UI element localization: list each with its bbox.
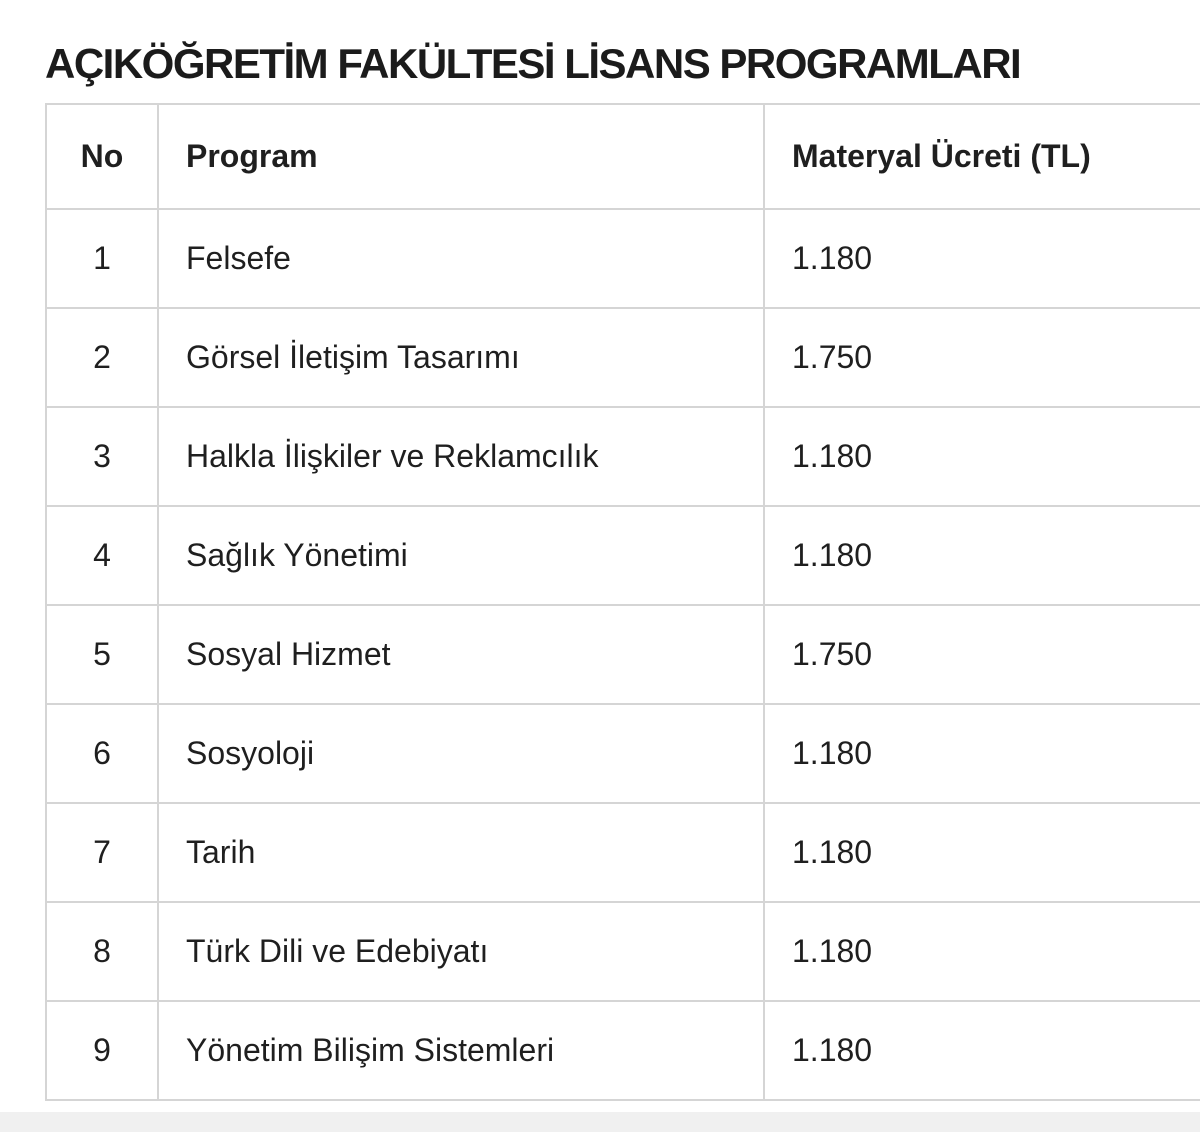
cell-material-fee: 1.750 (763, 604, 1200, 705)
cell-row-number: 3 (45, 406, 159, 507)
cell-row-number: 7 (45, 802, 159, 903)
cell-row-number: 8 (45, 901, 159, 1002)
column-header-material-fee: Materyal Ücreti (TL) (763, 103, 1200, 210)
cell-row-number: 6 (45, 703, 159, 804)
cell-material-fee: 1.180 (763, 406, 1200, 507)
cell-row-number: 9 (45, 1000, 159, 1101)
cell-program-name: Görsel İletişim Tasarımı (157, 307, 765, 408)
page-title: AÇIKÖĞRETİM FAKÜLTESİ LİSANS PROGRAMLARI (45, 40, 1022, 88)
table-header-row: No Program Materyal Ücreti (TL) (45, 103, 1200, 210)
column-header-no: No (45, 103, 159, 210)
cell-material-fee: 1.180 (763, 901, 1200, 1002)
cell-row-number: 1 (45, 208, 159, 309)
cell-row-number: 2 (45, 307, 159, 408)
cell-program-name: Tarih (157, 802, 765, 903)
cell-program-name: Yönetim Bilişim Sistemleri (157, 1000, 765, 1101)
cell-material-fee: 1.180 (763, 1000, 1200, 1101)
table-row: 9 Yönetim Bilişim Sistemleri 1.180 (45, 1000, 1200, 1101)
cell-program-name: Felsefe (157, 208, 765, 309)
cell-material-fee: 1.180 (763, 802, 1200, 903)
cell-row-number: 5 (45, 604, 159, 705)
table-row: 2 Görsel İletişim Tasarımı 1.750 (45, 307, 1200, 408)
page-bottom-strip (0, 1112, 1200, 1132)
programs-table: No Program Materyal Ücreti (TL) 1 Felsef… (45, 103, 1200, 1101)
cell-program-name: Sosyal Hizmet (157, 604, 765, 705)
table-row: 5 Sosyal Hizmet 1.750 (45, 604, 1200, 705)
table-row: 8 Türk Dili ve Edebiyatı 1.180 (45, 901, 1200, 1002)
cell-program-name: Sağlık Yönetimi (157, 505, 765, 606)
table-body: 1 Felsefe 1.180 2 Görsel İletişim Tasarı… (45, 208, 1200, 1101)
cell-program-name: Halkla İlişkiler ve Reklamcılık (157, 406, 765, 507)
cell-material-fee: 1.180 (763, 703, 1200, 804)
cell-material-fee: 1.180 (763, 208, 1200, 309)
table-row: 1 Felsefe 1.180 (45, 208, 1200, 309)
column-header-program: Program (157, 103, 765, 210)
cell-program-name: Sosyoloji (157, 703, 765, 804)
table-row: 7 Tarih 1.180 (45, 802, 1200, 903)
cell-material-fee: 1.180 (763, 505, 1200, 606)
table-header: No Program Materyal Ücreti (TL) (45, 103, 1200, 210)
cell-row-number: 4 (45, 505, 159, 606)
table-row: 3 Halkla İlişkiler ve Reklamcılık 1.180 (45, 406, 1200, 507)
table-row: 6 Sosyoloji 1.180 (45, 703, 1200, 804)
cell-material-fee: 1.750 (763, 307, 1200, 408)
cell-program-name: Türk Dili ve Edebiyatı (157, 901, 765, 1002)
table-row: 4 Sağlık Yönetimi 1.180 (45, 505, 1200, 606)
